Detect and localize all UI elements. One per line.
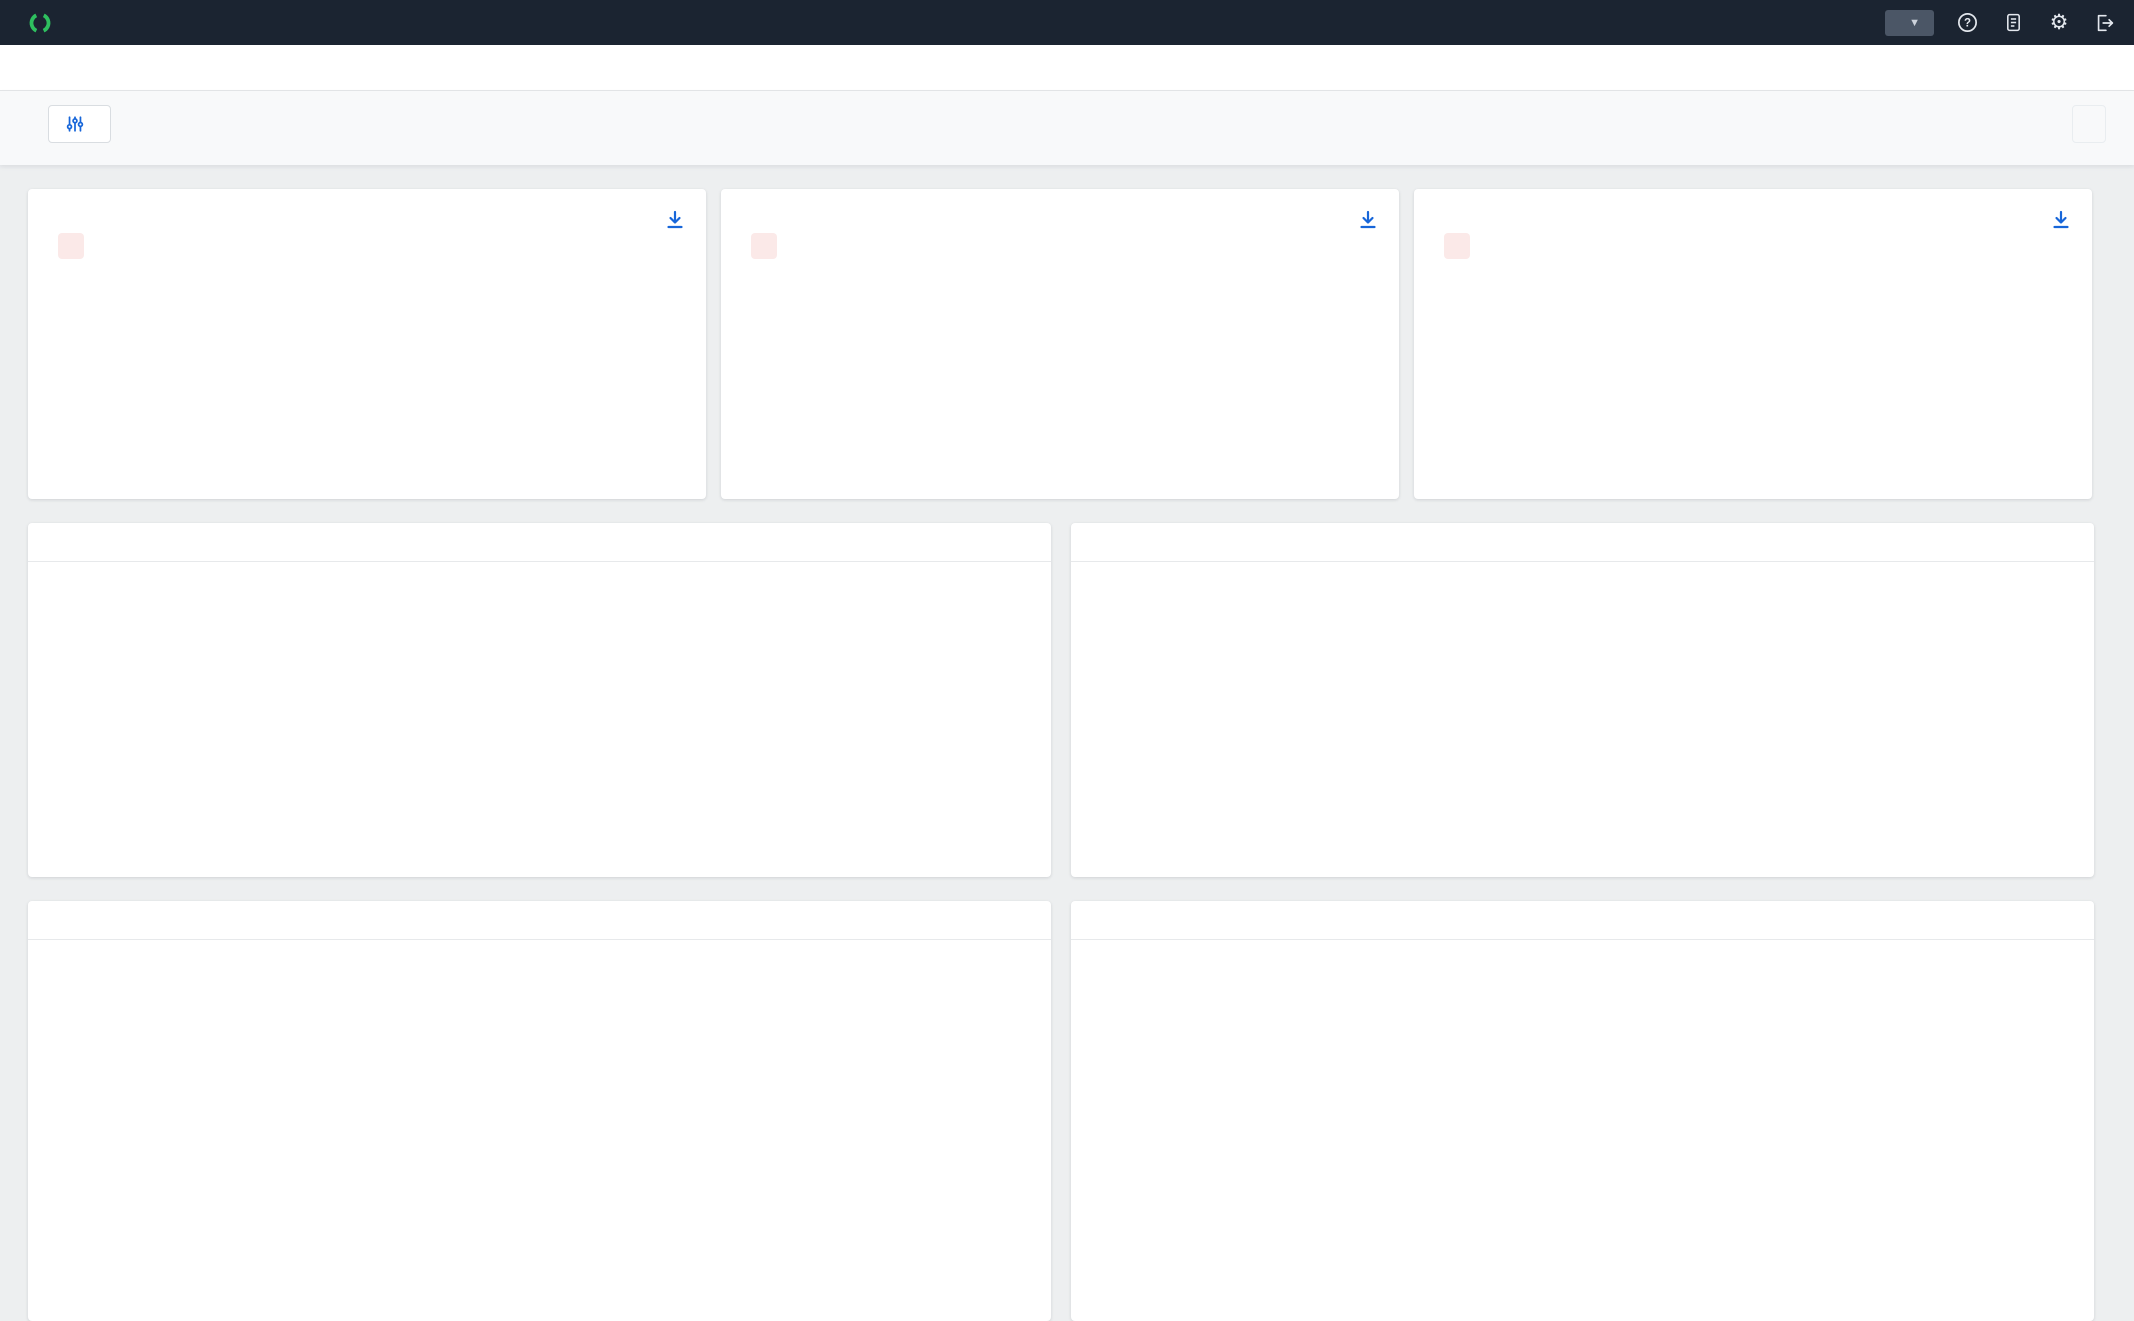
table-title (1071, 901, 2094, 940)
trend-arrow-icon (751, 233, 777, 259)
release-notes-icon[interactable] (2000, 10, 2026, 36)
card-value-row (48, 233, 686, 259)
top-closed-issues-card (1071, 901, 2094, 1321)
sign-out-icon[interactable] (2092, 10, 2118, 36)
download-icon[interactable] (1357, 209, 1379, 236)
brand-logo (0, 0, 90, 45)
trend-arrow-icon (1444, 233, 1470, 259)
chevron-down-icon: ▼ (1909, 17, 1920, 29)
download-icon[interactable] (2050, 209, 2072, 236)
all-open-issues-card (721, 189, 1399, 499)
table-title (28, 523, 1051, 562)
tables-row-1 (28, 523, 2106, 877)
issue-assignee-progress-card (1071, 523, 2094, 877)
svg-text:?: ? (1963, 17, 1970, 29)
top-nav: ▼ ? ⚙ (0, 0, 2134, 45)
card-badge (1434, 210, 1454, 220)
top-nav-right: ▼ ? ⚙ (1885, 0, 2134, 45)
tables-row-2 (28, 901, 2106, 1321)
account-menu-button[interactable]: ▼ (1885, 10, 1934, 36)
stat-cards-row (28, 189, 2106, 499)
card-value-row (1434, 233, 2072, 259)
table-title (1071, 523, 2094, 562)
open-critical-high-issues-card (28, 189, 706, 499)
dashboard-content (0, 165, 2134, 1321)
card-value-row (741, 233, 1379, 259)
help-icon[interactable]: ? (1954, 10, 1980, 36)
trend-arrow-icon (58, 233, 84, 259)
top-open-critical-high-issues-card (28, 901, 1051, 1321)
card-badge (48, 210, 68, 220)
filters-button[interactable] (48, 105, 111, 143)
sliders-icon (65, 114, 85, 134)
download-icon[interactable] (664, 209, 686, 236)
settings-gear-icon[interactable]: ⚙ (2046, 10, 2072, 36)
reset-button[interactable] (2072, 105, 2106, 143)
all-closed-issues-card (1414, 189, 2092, 499)
xpanse-logo-icon (28, 11, 52, 35)
dashboard-tab-bar (0, 45, 2134, 91)
table-title (28, 901, 1051, 940)
filter-bar (0, 91, 2134, 165)
issues-by-progress-priority-card (28, 523, 1051, 877)
card-badge (741, 210, 761, 220)
